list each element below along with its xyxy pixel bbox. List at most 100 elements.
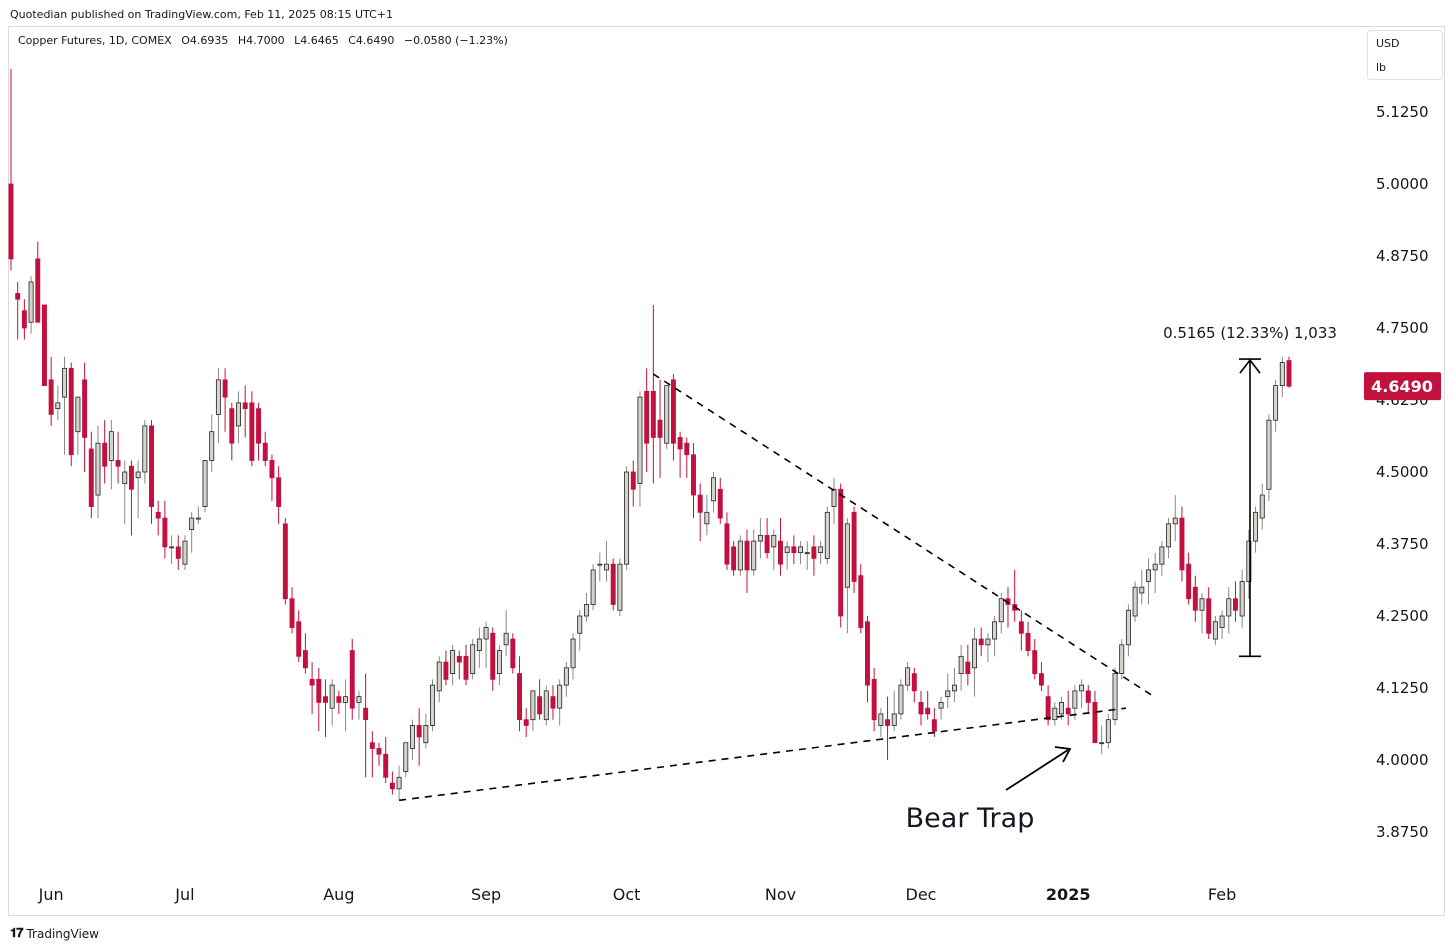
y-tick-label: 4.5000 (1376, 463, 1429, 481)
candle-body (778, 540, 783, 565)
candle-body (62, 367, 68, 398)
measure-label: 0.5165 (12.33%) 1,033 (1163, 324, 1337, 342)
candle-body (664, 385, 670, 444)
candle-body (162, 517, 168, 548)
publish-line: Quotedian published on TradingView.com, … (10, 8, 393, 21)
legend-symbol[interactable]: Copper Futures, 1D, COMEX (18, 34, 172, 47)
candle-body (510, 638, 516, 669)
candle-body (430, 684, 436, 726)
candle-body (610, 563, 616, 605)
candle-body (209, 431, 215, 461)
currency-unit-selector[interactable]: USD lb (1367, 30, 1443, 80)
candle-body (95, 442, 101, 496)
candle-body (604, 563, 609, 571)
candle-body (1119, 644, 1125, 674)
candle-body (1232, 598, 1238, 611)
candle-body (918, 702, 924, 715)
candle-body (202, 460, 208, 507)
candle-body (1253, 511, 1259, 542)
candle-body (75, 396, 81, 433)
y-tick-label: 4.1250 (1376, 679, 1429, 697)
candle-body (403, 742, 409, 772)
candle-body (637, 396, 643, 484)
y-tick-label: 4.2500 (1376, 607, 1429, 625)
x-tick-label: Dec (906, 885, 937, 904)
resistance-trendline (652, 373, 1155, 698)
candle-body (1166, 523, 1172, 548)
candle-body (965, 661, 971, 675)
candle-body (302, 650, 308, 669)
y-tick-label: 5.0000 (1376, 175, 1429, 193)
candle-body (998, 598, 1004, 623)
candle-body (249, 402, 255, 461)
last-price-label: 4.6490 (1371, 377, 1433, 396)
candle-body (583, 604, 589, 617)
candle-body (476, 638, 482, 651)
candle-body (296, 621, 302, 657)
candle-body (838, 488, 844, 617)
legend-open: O4.6935 (181, 34, 229, 47)
candle-body (1139, 586, 1145, 594)
candle-body (951, 684, 957, 692)
candle-body (751, 540, 757, 571)
candle-body (757, 534, 763, 542)
candle-body (1246, 540, 1252, 582)
candle-body (597, 563, 603, 566)
candle-body (958, 655, 964, 675)
candle-body (858, 575, 864, 628)
candle-body (818, 546, 824, 554)
candle-body (624, 471, 630, 565)
candle-body (1032, 650, 1038, 674)
candle-body (1286, 360, 1292, 387)
candle-body (831, 488, 837, 507)
x-tick-label: Aug (323, 885, 354, 904)
candle-body (864, 621, 870, 686)
candle-body (1172, 517, 1178, 525)
candle-body (496, 650, 502, 674)
candle-body (657, 419, 663, 438)
candle-body (677, 437, 683, 450)
x-tick-label: Jul (174, 885, 194, 904)
candle-body (102, 442, 108, 467)
candle-body (972, 638, 977, 669)
candle-body (978, 638, 984, 646)
bear-trap-arrowhead (1054, 746, 1072, 763)
candle-body (871, 678, 877, 721)
currency-label: USD (1376, 37, 1400, 50)
candle-body (537, 696, 543, 715)
candle-body (443, 661, 449, 680)
candle-body (570, 638, 576, 669)
candle-body (149, 425, 154, 507)
candle-body (764, 534, 770, 554)
candle-body (550, 696, 556, 709)
candle-body (142, 425, 148, 473)
candle-body (590, 569, 596, 605)
y-tick-label: 3.8750 (1376, 823, 1429, 841)
candle-body (503, 632, 509, 646)
candle-body (470, 644, 476, 674)
candle-body (517, 673, 522, 721)
candle-body (1192, 586, 1198, 611)
footer-brand: 𝟏𝟕 TradingView (10, 926, 99, 941)
x-tick-label: Feb (1208, 885, 1236, 904)
candle-body (945, 690, 951, 698)
candle-body (717, 488, 723, 519)
candle-body (376, 748, 382, 755)
candle-body (791, 546, 797, 554)
candle-body (563, 667, 569, 686)
candle-body (336, 696, 342, 703)
candle-body (911, 673, 917, 692)
candle-body (1112, 673, 1118, 721)
candle-body (1045, 696, 1051, 721)
candle-body (135, 471, 141, 479)
candle-body (389, 782, 395, 790)
candle-body (396, 776, 402, 790)
candle-body (229, 408, 235, 444)
candle-body (891, 713, 897, 726)
candle-body (851, 511, 857, 582)
candle-body (456, 655, 462, 663)
tradingview-logo-icon: 𝟏𝟕 (10, 926, 24, 941)
candle-body (1132, 586, 1138, 617)
candle-body (1085, 690, 1091, 703)
